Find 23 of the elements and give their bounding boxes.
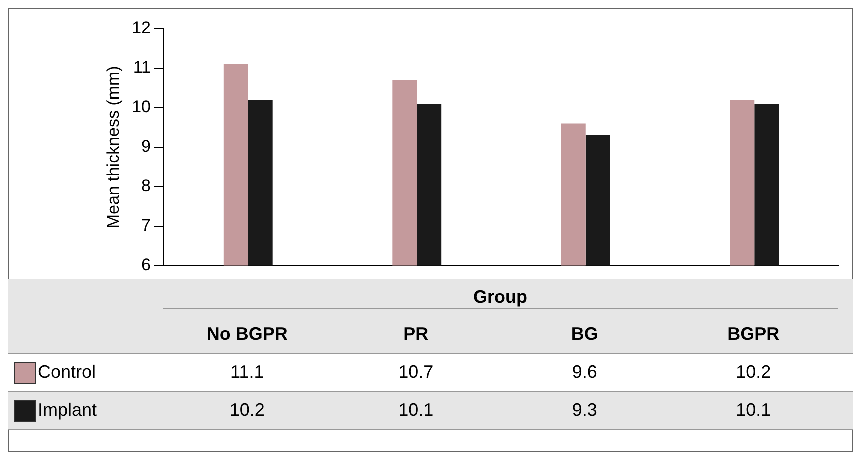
y-tick-label: 8: [142, 176, 151, 196]
data-label: 11.1: [230, 362, 266, 383]
y-tick-label: 11: [133, 58, 151, 78]
legend-label: Control: [38, 362, 96, 383]
data-label: 10.1: [398, 400, 435, 421]
y-tick-label: 9: [142, 137, 151, 156]
data-label: 10.2: [735, 362, 772, 383]
x-axis-title: Group: [163, 286, 838, 308]
data-label: 9.6: [571, 362, 598, 383]
y-tick-label: 12: [132, 18, 151, 38]
y-tick-label: 7: [142, 216, 151, 236]
x-tick-label: BGPR: [726, 324, 781, 345]
legend-label: Implant: [38, 400, 98, 421]
y-tick-label: 6: [142, 255, 151, 274]
y-axis-title: Mean thickness (mm): [104, 66, 123, 229]
x-tick-label: No BGPR: [206, 324, 289, 345]
data-label: 10.1: [735, 400, 772, 421]
x-tick-label: BG: [570, 324, 600, 345]
data-label: 10.7: [398, 362, 435, 383]
y-tick-label: 10: [132, 98, 151, 117]
data-label: 10.2: [228, 400, 266, 421]
data-label: 9.3: [571, 400, 598, 421]
x-tick-label: PR: [402, 324, 430, 345]
